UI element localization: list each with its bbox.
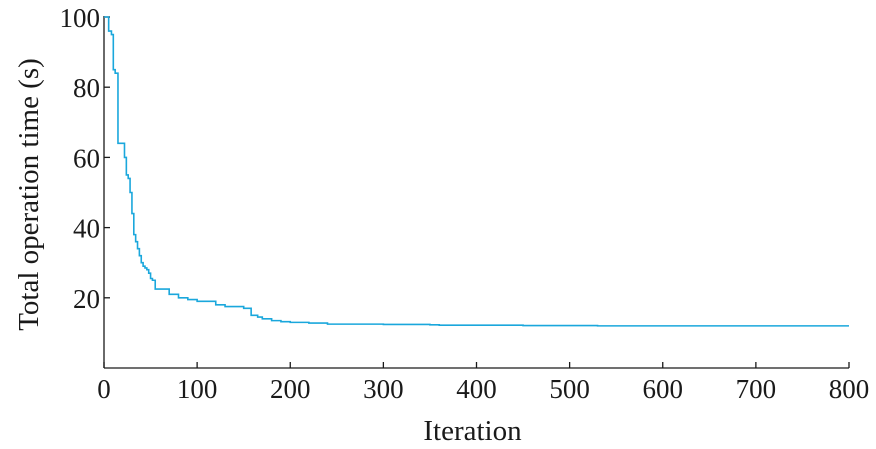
x-tick-label: 600	[643, 374, 684, 404]
y-tick-label: 100	[60, 3, 101, 33]
y-axis-title: Total operation time (s)	[13, 58, 45, 331]
y-tick-label: 40	[73, 214, 100, 244]
series-line	[104, 16, 849, 327]
x-tick-label: 700	[736, 374, 777, 404]
x-tick-label: 800	[829, 374, 870, 404]
axes	[103, 16, 849, 369]
x-tick-label: 500	[549, 374, 590, 404]
ticks: 0 100 200 300 400 500 600 700 800 20 40 60 80 100	[60, 3, 870, 404]
x-tick-label: 200	[270, 374, 311, 404]
series	[104, 16, 849, 327]
x-tick-label: 100	[177, 374, 218, 404]
x-tick-label: 400	[456, 374, 497, 404]
x-axis-title: Iteration	[423, 415, 522, 447]
x-tick-label: 300	[363, 374, 404, 404]
y-tick-label: 60	[73, 143, 100, 173]
x-tick-label: 0	[97, 374, 111, 404]
y-tick-label: 20	[73, 284, 100, 314]
y-tick-label: 80	[73, 73, 100, 103]
